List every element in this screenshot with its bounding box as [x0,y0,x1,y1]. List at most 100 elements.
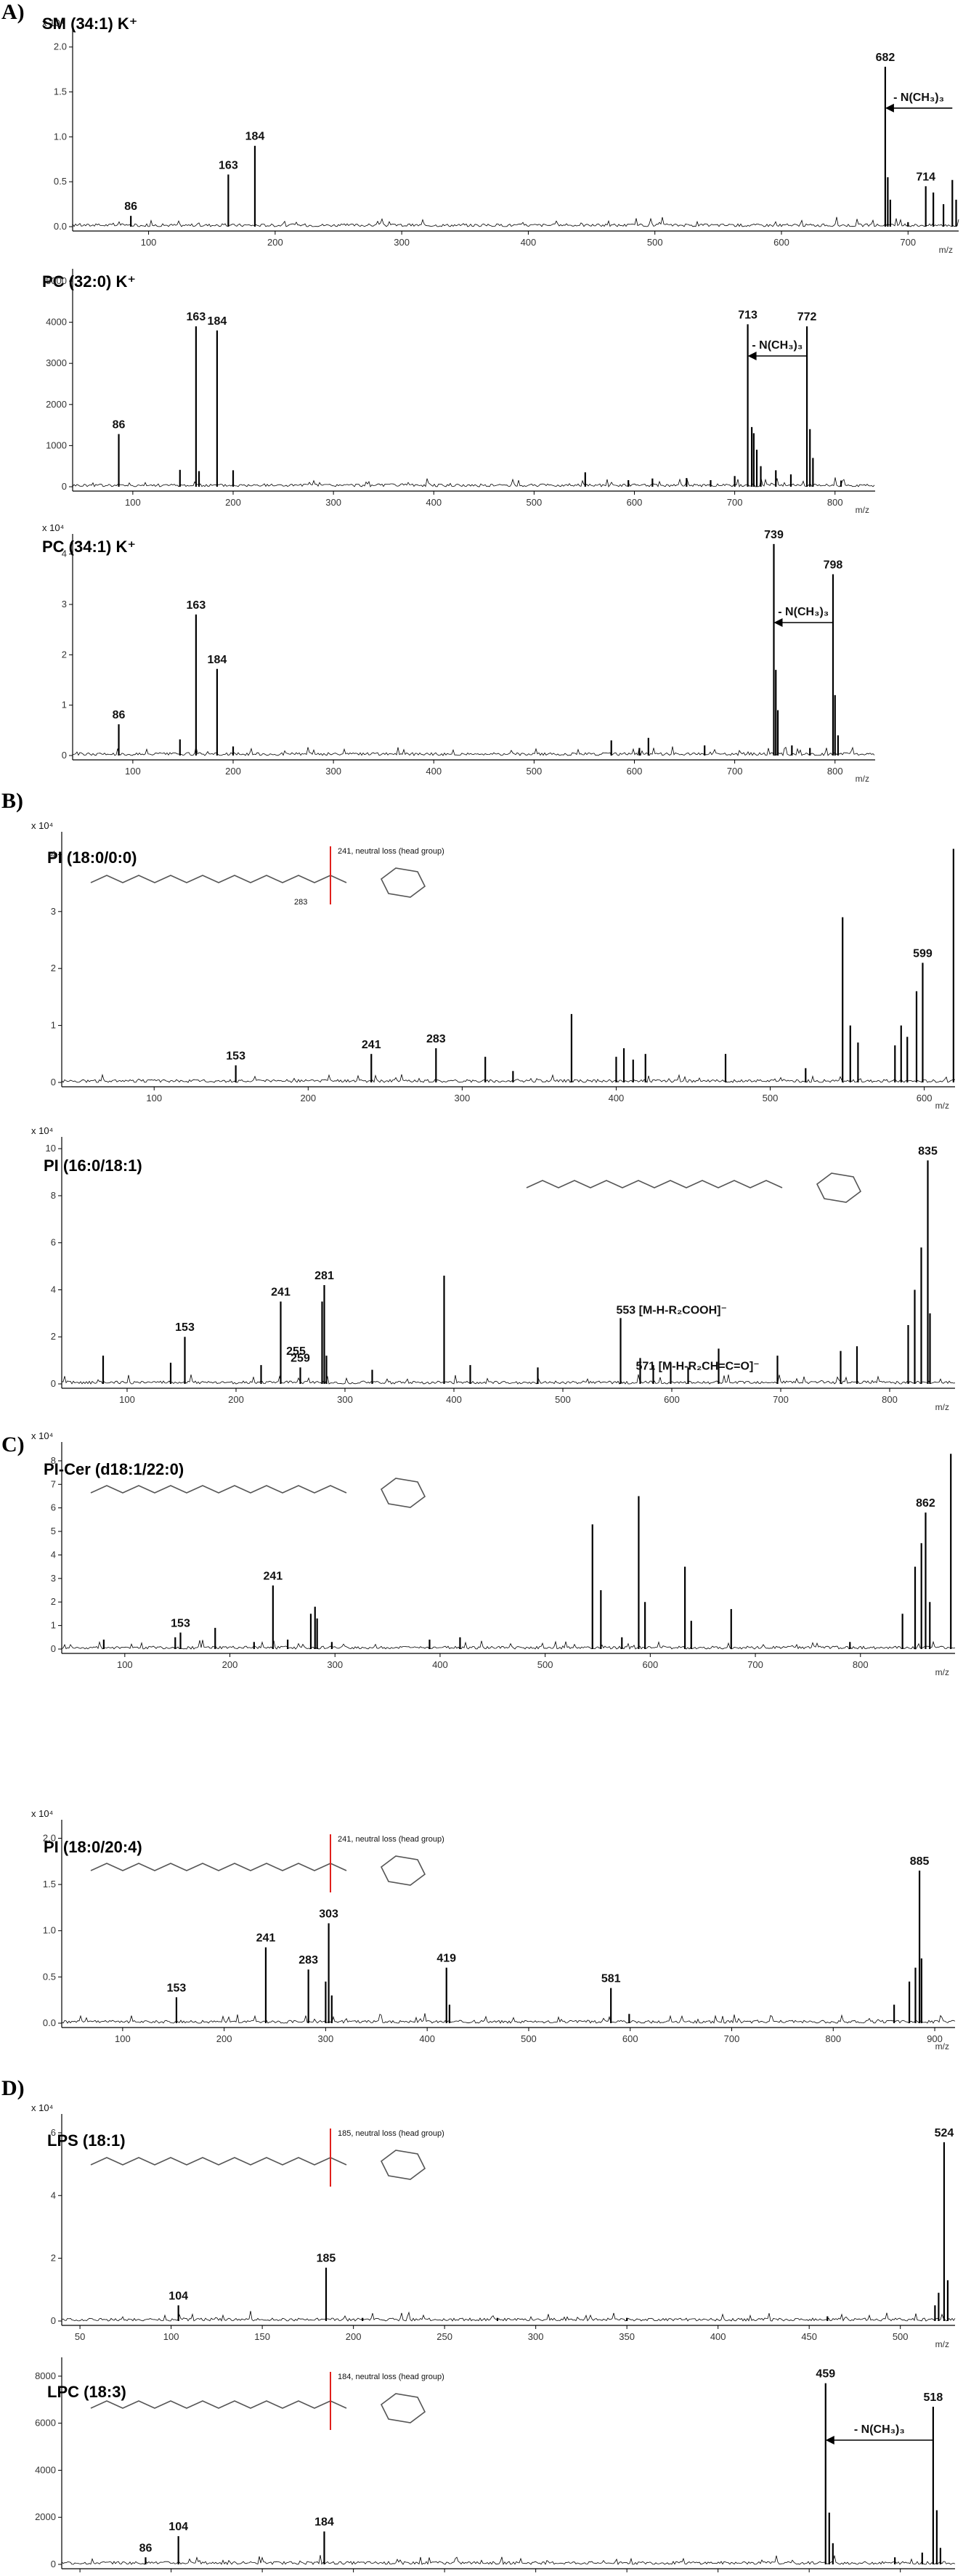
x-tick-label: 400 [432,1659,448,1670]
x-tick-label: 500 [555,1394,571,1405]
x-tick-label: 500 [763,1093,779,1103]
chemical-structure-icon [90,2157,347,2166]
x-tick-label: 100 [141,237,157,248]
peak-label: 798 [824,559,843,571]
peak-label: 163 [187,311,206,323]
structure-note: 184, neutral loss (head group) [338,2373,444,2381]
x-tick-label: 200 [222,1659,238,1670]
x-tick-label: 900 [927,2033,943,2044]
peak-label: 104 [168,2521,188,2533]
y-tick-label: 1.5 [43,1879,56,1890]
peak-label: 153 [167,1982,187,1994]
baseline-trace [72,477,875,487]
y-tick-label: 4000 [35,2464,56,2475]
chemical-structure-icon [90,875,347,883]
peak-label: 283 [426,1033,446,1045]
peak-label: 184 [314,2516,334,2529]
chart-pi-18-0-0-0: PI (18:0/0:0) x 10⁴ 0 1 2 3 4 100 200 300 400 500 60… [31,820,955,1111]
y-exponent-label: x 10⁴ [31,1125,53,1136]
loss-arrow-head [825,2436,834,2445]
x-tick-label: 600 [773,237,789,248]
panel-letter-b: B) [1,789,23,813]
loss-arrow-head [747,352,757,360]
chart-pc-34-1: PC (34:1) K⁺ x 10⁴ 0 1 2 3 4 100 200 300 400 500 600… [42,522,875,784]
x-tick-label: 600 [643,1659,659,1670]
y-tick-label: 2 [51,1596,56,1607]
ring-structure-icon [816,1172,862,1203]
chart-title: PC (32:0) K⁺ [42,272,136,291]
x-tick-label: 200 [346,2575,362,2576]
peak-label: 104 [168,2290,188,2302]
chart-title: PC (34:1) K⁺ [42,538,136,556]
y-exponent-label: x 10⁴ [31,1808,53,1819]
peak-label: 184 [245,131,265,143]
x-tick-label: 100 [163,2575,179,2576]
chart-title: PI (18:0/0:0) [47,848,137,867]
peak-label: 885 [910,1855,930,1868]
y-tick-label: 1000 [46,440,67,450]
y-tick-label: 0 [62,481,67,492]
peak-label: 581 [601,1973,621,1985]
chemical-structure-icon [526,1180,783,1188]
peak-label: 153 [226,1050,245,1062]
peak-label: 682 [876,52,895,64]
ring-structure-icon [380,1478,426,1508]
chart-title: PI-Cer (d18:1/22:0) [44,1460,184,1478]
peak-label: 862 [916,1497,935,1510]
x-tick-label: 600 [627,766,643,777]
chart-lpc-18-3: LPC (18:3) 0 2000 4000 6000 8000 50 100 150 200 25… [35,2357,956,2576]
x-tick-label: 800 [827,766,843,777]
x-tick-label: 50 [75,2575,85,2576]
peak-label: 283 [298,1954,318,1967]
y-tick-label: 1.0 [54,131,67,142]
y-tick-label: 7 [51,1478,56,1489]
x-tick-label: 400 [710,2575,726,2576]
peak-label: 459 [816,2368,835,2381]
chart-pc-32-0: PC (32:0) K⁺ 0 1000 2000 3000 4000 5000 100 200 3… [42,269,875,515]
peak-label: 241 [264,1571,283,1583]
ring-structure-icon [380,2150,426,2180]
peak-label: 259 [291,1352,310,1364]
y-tick-label: 1 [51,1020,56,1031]
chart-title: PI (16:0/18:1) [44,1157,142,1175]
y-tick-label: 3 [51,1573,56,1584]
chart-title: LPC (18:3) [47,2383,126,2401]
baseline-trace [61,1074,955,1083]
x-axis-name: m/z [935,2041,949,2052]
x-tick-label: 400 [609,1093,625,1103]
peak-label: 281 [314,1270,334,1282]
loss-label: - N(CH₃)₃ [778,606,829,618]
structure-note: 283 [294,898,307,907]
y-tick-label: 2000 [46,399,67,410]
baseline-trace [61,2013,956,2024]
x-tick-label: 100 [146,1093,162,1103]
x-tick-label: 150 [254,2331,270,2342]
peak-label: 255 [286,1345,306,1358]
y-tick-label: 1 [51,1620,56,1631]
y-tick-label: 5000 [46,275,67,286]
chart-lps-18-1: LPS (18:1) x 10⁴ 0 2 4 6 50 100 150 200 250 300 350 4… [31,2102,956,2349]
peak-label: 772 [797,311,817,323]
x-axis-name: m/z [935,1101,949,1111]
x-tick-label: 800 [853,1659,869,1670]
y-tick-label: 2 [51,2253,56,2264]
x-tick-label: 300 [528,2575,544,2576]
x-tick-label: 700 [773,1394,789,1405]
y-exponent-label: x 10⁴ [31,2102,53,2113]
x-tick-label: 400 [446,1394,462,1405]
x-tick-label: 400 [521,237,537,248]
x-tick-label: 350 [619,2331,635,2342]
baseline-trace [72,216,959,227]
peak-label: 713 [738,309,757,321]
peak-label: 86 [139,2542,153,2554]
y-tick-label: 0 [51,1077,56,1087]
x-tick-label: 200 [225,497,241,508]
loss-label: - N(CH₃)₃ [752,339,803,352]
peak-label: 163 [219,159,238,171]
x-tick-label: 300 [318,2033,334,2044]
peak-label: 153 [171,1617,190,1629]
x-tick-label: 500 [537,1659,553,1670]
peak-label: 714 [916,171,935,183]
y-tick-label: 6 [51,2127,56,2138]
